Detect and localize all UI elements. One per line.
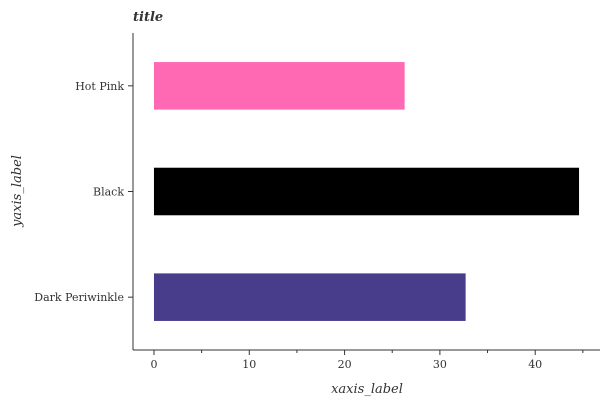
x-axis: 0 10 20 30 40 — [133, 349, 600, 371]
x-tick-label: 0 — [150, 358, 157, 371]
bar-black — [153, 167, 580, 216]
bars-layer — [153, 62, 580, 321]
y-tick-label: Dark Periwinkle — [34, 291, 124, 304]
bar-hot-pink — [153, 62, 405, 110]
y-tick-label: Black — [93, 186, 124, 199]
bar-dark-periwinkle — [153, 273, 466, 321]
x-tick-label: 20 — [338, 358, 352, 371]
y-axis-label: yaxis_label — [10, 155, 25, 228]
x-axis-label: xaxis_label — [331, 382, 403, 397]
x-tick-label: 10 — [242, 358, 256, 371]
y-axis: Dark Periwinkle Black Hot Pink — [34, 33, 134, 350]
x-tick-label: 40 — [528, 358, 542, 371]
chart-title: title — [133, 10, 163, 25]
x-tick-label: 30 — [433, 358, 447, 371]
y-tick-label: Hot Pink — [75, 80, 124, 93]
